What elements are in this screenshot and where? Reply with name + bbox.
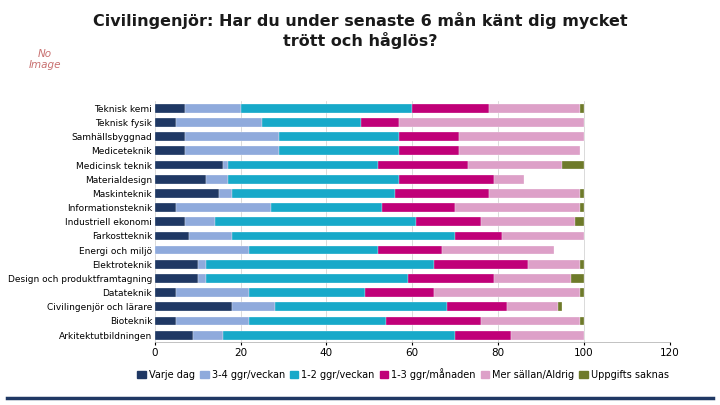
Bar [198,274,206,283]
Bar [382,203,455,212]
Bar [219,189,232,198]
Bar [580,203,584,212]
Bar [580,104,584,113]
Bar [155,189,219,198]
Bar [176,317,249,325]
Bar [155,288,176,297]
Bar [455,203,580,212]
Bar [228,175,400,183]
Bar [400,118,584,127]
Bar [490,189,580,198]
Bar [455,232,503,240]
Bar [155,161,223,169]
Bar [395,189,490,198]
Bar [490,104,580,113]
Bar [494,175,523,183]
Bar [223,161,228,169]
Bar [361,118,400,127]
Bar [155,260,198,269]
Bar [207,260,433,269]
Bar [468,161,562,169]
Bar [194,331,223,339]
Bar [571,274,584,283]
Bar [155,317,176,325]
Bar [511,331,584,339]
Bar [189,232,232,240]
Bar [223,331,455,339]
Bar [580,288,584,297]
Bar [481,217,575,226]
Bar [176,288,249,297]
Bar [155,175,207,183]
Bar [185,147,279,155]
Bar [249,288,365,297]
Bar [155,331,194,339]
Bar [262,118,361,127]
Bar [240,104,412,113]
Bar [378,161,468,169]
Bar [155,246,249,254]
Bar [365,288,433,297]
Bar [580,260,584,269]
Bar [455,331,511,339]
Bar [185,217,215,226]
Bar [207,175,228,183]
Bar [459,147,580,155]
Bar [155,147,185,155]
Bar [558,303,562,311]
Bar [416,217,481,226]
Bar [279,132,400,141]
Bar [412,104,490,113]
Bar [249,246,378,254]
Bar [494,274,571,283]
Bar [232,189,395,198]
Bar [528,260,580,269]
Bar [562,161,584,169]
Bar [232,303,275,311]
Bar [155,217,185,226]
Bar [232,232,455,240]
Bar [442,246,554,254]
Bar [387,317,481,325]
Bar [481,317,580,325]
Bar [279,147,400,155]
Bar [378,246,442,254]
Bar [446,303,507,311]
Bar [575,217,584,226]
Bar [271,203,382,212]
Bar [155,203,176,212]
Bar [155,303,232,311]
Bar [580,317,584,325]
Bar [580,189,584,198]
Bar [155,274,198,283]
Text: No
Image: No Image [28,49,61,70]
Bar [207,274,408,283]
Bar [400,132,459,141]
Bar [155,104,185,113]
Bar [275,303,446,311]
Bar [507,303,558,311]
Bar [185,104,240,113]
Bar [459,132,584,141]
Bar [249,317,387,325]
Text: Civilingenjör: Har du under senaste 6 mån känt dig mycket
trött och håglös?: Civilingenjör: Har du under senaste 6 må… [93,12,627,49]
Bar [400,147,459,155]
Bar [433,260,528,269]
Bar [185,132,279,141]
Bar [215,217,416,226]
Bar [155,132,185,141]
Bar [400,175,494,183]
Bar [198,260,206,269]
Bar [408,274,494,283]
Bar [155,232,189,240]
Legend: Varje dag, 3-4 ggr/veckan, 1-2 ggr/veckan, 1-3 ggr/månaden, Mer sällan/Aldrig, U: Varje dag, 3-4 ggr/veckan, 1-2 ggr/vecka… [133,364,673,384]
Bar [503,232,584,240]
Bar [433,288,580,297]
Bar [176,203,271,212]
Bar [176,118,262,127]
Bar [155,118,176,127]
Bar [228,161,378,169]
